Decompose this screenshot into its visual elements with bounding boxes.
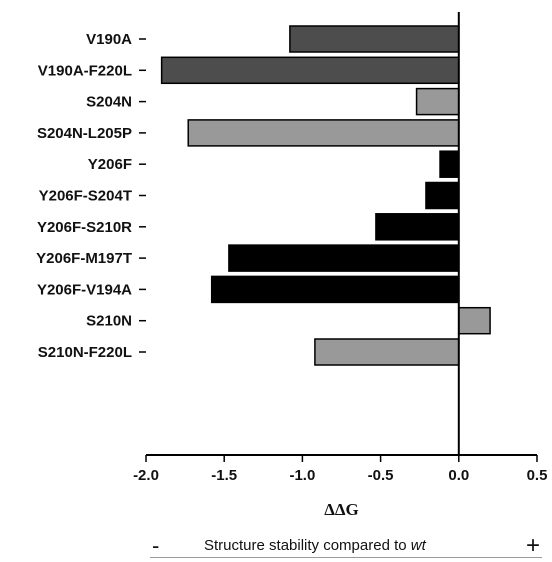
x-ticks: -2.0 -1.5 -1.0 -0.5 0.0 0.5 — [133, 455, 547, 484]
category-label-y206f: Y206F — [88, 156, 132, 173]
bar-s204n-l205p — [187, 119, 460, 147]
category-label-y206f-m197t: Y206F-M197T — [36, 250, 132, 267]
bar-y206f-v194a — [210, 275, 460, 304]
category-labels: V190A V190A-F220L S204N S204N-L205P Y206F Y20… — [36, 31, 146, 361]
category-label-s210n-f220l: S210N-F220L — [38, 344, 132, 361]
bar-y206f-s204t — [425, 181, 460, 210]
stability-footer: - Structure stability compared to wt + — [150, 532, 542, 559]
category-label-s204n: S204N — [86, 94, 132, 111]
category-label-y206f-s210r: Y206F-S210R — [37, 219, 132, 236]
bar-chart: V190A V190A-F220L S204N S204N-L205P Y206F Y20… — [36, 12, 547, 519]
footer-divider — [150, 557, 542, 558]
bar-s210n — [458, 306, 491, 335]
plus-sign: + — [525, 532, 540, 559]
bar-s204n — [415, 87, 460, 116]
category-label-s210n: S210N — [86, 313, 132, 330]
bar-v190a — [289, 25, 460, 53]
x-tick-label: 0.5 — [527, 467, 548, 484]
bar-y206f — [439, 150, 460, 178]
x-tick-label: -1.5 — [211, 467, 237, 484]
category-label-y206f-v194a: Y206F-V194A — [37, 281, 132, 298]
caption-text: Structure stability compared to — [204, 537, 411, 554]
bar-y206f-m197t — [228, 244, 460, 272]
x-tick-label: -1.0 — [289, 467, 315, 484]
bar-y206f-s210r — [375, 213, 460, 241]
x-tick-label: -0.5 — [368, 467, 394, 484]
caption-wt: wt — [410, 537, 426, 554]
x-axis-label: ΔΔG — [324, 500, 359, 519]
stability-caption: Structure stability compared to wt — [204, 537, 426, 554]
bar-s210n-f220l — [314, 338, 460, 366]
bar-v190a-f220l — [160, 56, 460, 85]
category-label-v190a-f220l: V190A-F220L — [38, 62, 132, 79]
bars-group — [160, 25, 491, 366]
x-tick-label: -2.0 — [133, 467, 159, 484]
x-tick-label: 0.0 — [448, 467, 469, 484]
minus-sign: - — [152, 533, 160, 558]
category-label-v190a: V190A — [86, 31, 132, 48]
category-label-y206f-s204t: Y206F-S204T — [39, 188, 132, 205]
category-label-s204n-l205p: S204N-L205P — [37, 125, 132, 142]
